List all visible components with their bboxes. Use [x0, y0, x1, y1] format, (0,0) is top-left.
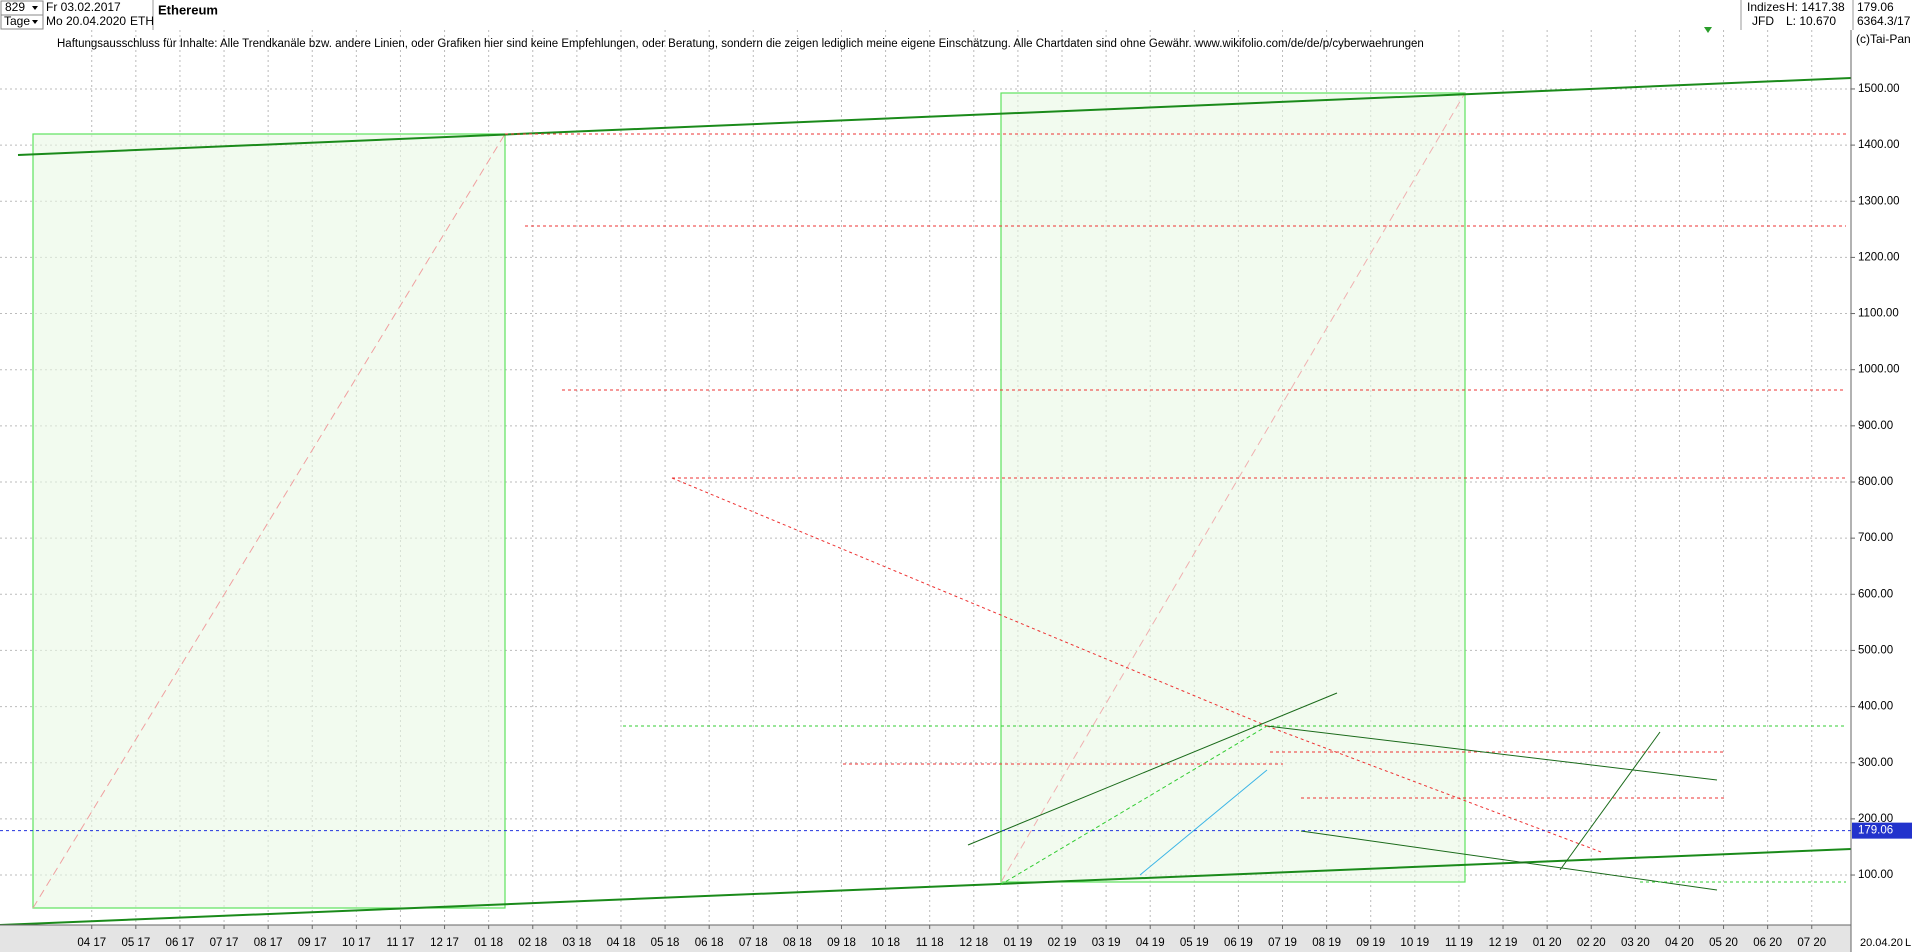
instrument-name: Ethereum: [158, 2, 218, 17]
footer-flag: L: [1905, 937, 1911, 949]
x-tick-label: 01 18: [474, 937, 503, 949]
x-tick-label: 06 18: [695, 937, 724, 949]
x-tick-label: 04 17: [77, 937, 106, 949]
x-tick-label: 11 17: [386, 937, 414, 949]
x-tick-label: 07 20: [1797, 937, 1826, 949]
x-tick-label: 05 17: [121, 937, 150, 949]
x-tick-label: 06 20: [1753, 937, 1782, 949]
y-tick-label: 800.00: [1858, 476, 1893, 488]
current-price-label: 179.06: [1858, 825, 1893, 837]
x-tick-label: 02 20: [1577, 937, 1606, 949]
y-tick-label: 700.00: [1858, 532, 1893, 544]
high: H: 1417.38: [1786, 0, 1845, 14]
trendline: [17, 77, 1852, 156]
x-tick-label: 08 19: [1312, 937, 1341, 949]
y-tick-label: 200.00: [1858, 813, 1893, 825]
x-tick-label: 04 18: [607, 937, 636, 949]
period: Tage: [4, 14, 30, 28]
count: 829: [5, 0, 25, 14]
y-tick-label: 1000.00: [1858, 364, 1900, 376]
channel-line: [1266, 725, 1718, 781]
x-tick-label: 08 18: [783, 937, 812, 949]
trendline: [0, 848, 1852, 926]
x-tick-label: 02 19: [1048, 937, 1077, 949]
symbol: ETH: [130, 14, 154, 28]
x-tick-label: 12 18: [959, 937, 988, 949]
x-tick-label: 03 19: [1092, 937, 1121, 949]
x-tick-label: 02 18: [518, 937, 547, 949]
y-tick-label: 600.00: [1858, 588, 1893, 600]
x-tick-label: 07 19: [1268, 937, 1297, 949]
x-tick-label: 05 18: [651, 937, 680, 949]
diagonal: [1000, 92, 1466, 883]
current-price-box: [1852, 822, 1912, 839]
disclaimer: Haftungsausschluss für Inhalte: Alle Tre…: [57, 38, 1424, 50]
y-tick-label: 1100.00: [1858, 308, 1899, 320]
x-tick-label: 09 19: [1356, 937, 1385, 949]
y-tick-label: 1500.00: [1858, 83, 1900, 95]
x-tick-label: 10 17: [342, 937, 371, 949]
x-tick-label: 09 18: [827, 937, 856, 949]
copyright: (c)Tai-Pan: [1856, 32, 1911, 46]
channel-line: [1559, 731, 1661, 871]
y-tick-label: 300.00: [1858, 757, 1893, 769]
y-tick-label: 100.00: [1858, 869, 1893, 881]
x-tick-label: 03 18: [562, 937, 591, 949]
x-tick-label: 11 19: [1445, 937, 1473, 949]
y-tick-label: 1200.00: [1858, 251, 1900, 263]
x-tick-label: 08 17: [254, 937, 283, 949]
dropdown-arrow: [32, 6, 38, 10]
source: JFD: [1752, 14, 1774, 28]
marker: [1704, 27, 1712, 33]
x-tick-label: 03 20: [1621, 937, 1650, 949]
x-tick-label: 12 17: [430, 937, 459, 949]
channel-line: [999, 725, 1268, 886]
x-tick-label: 05 20: [1709, 937, 1738, 949]
x-tick-label: 07 18: [739, 937, 768, 949]
y-tick-label: 1400.00: [1858, 139, 1900, 151]
info: 6364.3/17: [1857, 14, 1911, 28]
channel-line: [1300, 830, 1718, 891]
x-axis-band: [0, 925, 1851, 952]
footer-date: 20.04.20: [1860, 937, 1903, 949]
x-tick-label: 05 19: [1180, 937, 1209, 949]
last-price: 179.06: [1857, 0, 1894, 14]
y-tick-label: 900.00: [1858, 420, 1893, 432]
x-tick-label: 04 20: [1665, 937, 1694, 949]
x-tick-label: 10 19: [1400, 937, 1429, 949]
x-tick-label: 01 19: [1004, 937, 1033, 949]
x-tick-label: 04 19: [1136, 937, 1165, 949]
period-box[interactable]: [0, 14, 44, 30]
dropdown-arrow: [32, 20, 38, 24]
x-tick-label: 12 19: [1489, 937, 1518, 949]
y-tick-label: 500.00: [1858, 644, 1893, 656]
x-tick-label: 11 18: [916, 937, 944, 949]
group: Indizes: [1747, 0, 1785, 14]
y-tick-label: 400.00: [1858, 701, 1893, 713]
x-tick-label: 07 17: [210, 937, 239, 949]
x-tick-label: 10 18: [871, 937, 900, 949]
x-tick-label: 06 17: [166, 937, 195, 949]
header-bar: [0, 0, 1916, 30]
start-date: Fr 03.02.2017: [46, 0, 121, 14]
y-tick-label: 1300.00: [1858, 195, 1900, 207]
channel-line: [967, 692, 1338, 846]
channel-line: [1139, 769, 1268, 876]
end-date: Mo 20.04.2020: [46, 14, 126, 28]
diagonal: [32, 133, 506, 909]
low: L: 10.670: [1786, 14, 1836, 28]
x-tick-label: 06 19: [1224, 937, 1253, 949]
x-tick-label: 09 17: [298, 937, 327, 949]
drawings: [0, 77, 1852, 926]
x-tick-label: 01 20: [1533, 937, 1562, 949]
